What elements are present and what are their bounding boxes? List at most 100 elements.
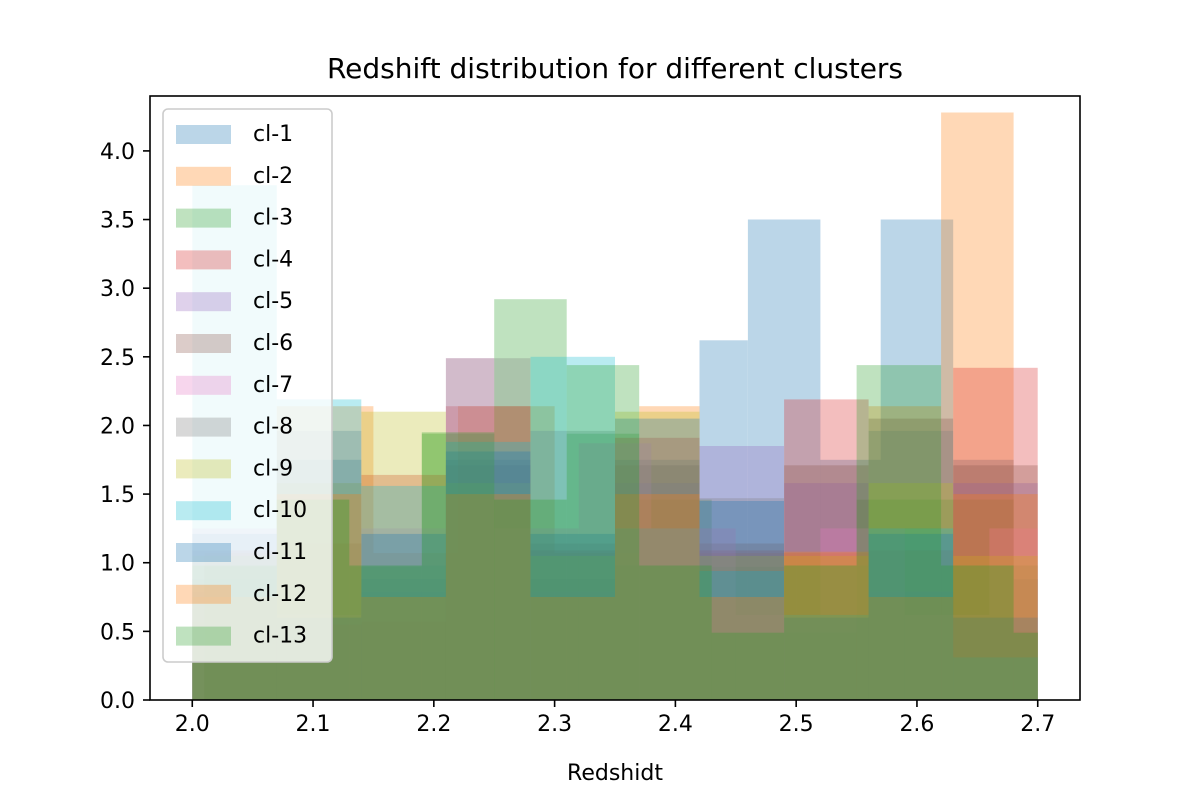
- bar-cl-12-bin-4: [530, 597, 615, 700]
- bar-cl-2-bin-3: [458, 406, 555, 700]
- bar-cl-13-bin-2: [349, 565, 422, 700]
- legend-label-cl-10: cl-10: [253, 498, 307, 523]
- bar-cl-1-bin-2: [361, 579, 446, 700]
- bar-cl-5-bin-7: [784, 483, 869, 700]
- bar-cl-4-bin-9: [953, 367, 1038, 700]
- y-tick-label: 2.5: [100, 346, 135, 371]
- bar-cl-5-bin-2: [361, 591, 446, 700]
- bar-cl-10-bin-3: [445, 441, 531, 700]
- legend-frame: [162, 108, 333, 663]
- bar-cl-5-bin-4: [530, 591, 615, 700]
- legend-label-cl-8: cl-8: [253, 415, 293, 440]
- bar-cl-10-bin-2: [361, 485, 446, 700]
- y-axis-ticks: 0.0 0.5 1.0 1.5 2.0 2.5 3.0 3.5 4.0: [100, 140, 150, 714]
- bar-cl-4-bin-2: [361, 474, 446, 700]
- legend-label-cl-7: cl-7: [253, 373, 293, 398]
- y-tick-label: 1.5: [100, 483, 135, 508]
- bar-cl-6-bin-9: [953, 465, 1038, 700]
- bar-cl-11-bin-9: [953, 617, 1038, 700]
- bar-cl-10-bin-5: [615, 528, 700, 700]
- bar-cl-10-bin-9: [953, 657, 1038, 700]
- x-tick-label: 2.1: [296, 712, 331, 737]
- legend-label-cl-9: cl-9: [253, 456, 293, 481]
- bar-cl-2-bin-8: [868, 406, 942, 700]
- bar-cl-11-bin-2: [361, 533, 446, 700]
- bar-cl-13-bin-3: [421, 432, 495, 700]
- x-tick-label: 2.7: [1020, 712, 1055, 737]
- bar-cl-8-bin-6: [699, 498, 784, 700]
- bar-cl-12-bin-3: [445, 494, 531, 700]
- bar-cl-10-bin-7: [784, 614, 869, 700]
- bar-cl-3-bin-8: [784, 632, 857, 700]
- bar-cl-3-bin-6: [639, 499, 712, 700]
- bar-cl-1-bin-4: [530, 579, 615, 700]
- bar-cl-5-bin-6: [699, 446, 784, 700]
- y-tick-label: 0.0: [100, 689, 135, 714]
- legend-swatch-cl-10: [176, 501, 231, 521]
- bar-cl-13-bin-5: [566, 365, 640, 700]
- bar-cl-8-bin-4: [530, 430, 615, 700]
- legend-swatch-cl-13: [176, 626, 231, 646]
- bar-cl-1-bin-8: [820, 459, 881, 700]
- bar-cl-7-bin-5: [578, 443, 652, 700]
- chart-title: Redshift distribution for different clus…: [327, 52, 903, 85]
- legend-swatch-cl-3: [176, 208, 231, 228]
- bar-cl-4-bin-4: [530, 550, 615, 700]
- bar-cl-1-bin-11: [1013, 579, 1038, 700]
- bar-cl-11-bin-3: [445, 451, 531, 700]
- y-tick-label: 3.0: [100, 277, 135, 302]
- bar-cl-3-bin-3: [421, 433, 495, 700]
- bar-cl-12-bin-7: [784, 551, 869, 700]
- legend-label-cl-6: cl-6: [253, 331, 293, 356]
- bar-cl-8-bin-3: [445, 358, 531, 700]
- bar-cl-13-bin-11: [1013, 632, 1038, 700]
- legend-swatch-cl-9: [176, 459, 231, 479]
- bar-cl-8-bin-9: [953, 565, 1038, 700]
- bar-cl-13-bin-7: [711, 632, 785, 700]
- legend-label-cl-4: cl-4: [253, 247, 293, 272]
- x-tick-label: 2.0: [175, 712, 210, 737]
- bar-cl-2-bin-6: [699, 553, 797, 700]
- bar-cl-13-bin-4: [494, 499, 567, 700]
- bar-cl-1-bin-10: [953, 459, 1014, 700]
- x-tick-label: 2.5: [779, 712, 814, 737]
- bar-cl-12-bin-9: [953, 494, 1038, 700]
- bar-cl-11-bin-6: [699, 501, 784, 700]
- bar-cl-2-bin-2: [373, 553, 458, 700]
- bar-cl-9-bin-6: [699, 555, 784, 700]
- bar-cl-8-bin-7: [784, 565, 869, 700]
- bar-cl-1-bin-6: [699, 340, 748, 700]
- x-axis-ticks: 2.0 2.1 2.2 2.3 2.4 2.5 2.6 2.7: [175, 700, 1055, 737]
- legend-swatch-cl-11: [176, 543, 231, 562]
- bar-cl-1-bin-9: [880, 219, 954, 700]
- bar-cl-8-bin-8: [868, 430, 954, 700]
- bar-cl-4-bin-5: [615, 437, 700, 700]
- bar-cl-11-bin-7: [784, 617, 869, 700]
- bar-cl-9-bin-9: [953, 555, 1038, 700]
- legend-swatch-cl-8: [176, 417, 231, 437]
- bar-cl-7-bin-10: [989, 528, 1038, 700]
- bar-cl-12-bin-8: [868, 597, 954, 700]
- bar-cl-8-bin-2: [361, 565, 446, 700]
- bar-cl-6-bin-8: [868, 418, 954, 700]
- bar-cl-7-bin-6: [651, 528, 736, 700]
- bar-cl-7-bin-3: [445, 358, 495, 700]
- bar-cl-9-bin-3: [445, 483, 531, 700]
- x-tick-label: 2.6: [899, 712, 934, 737]
- bar-cl-4-bin-6: [699, 550, 784, 700]
- bar-cl-9-bin-8: [868, 483, 954, 700]
- bar-cl-3-bin-7: [711, 566, 785, 700]
- bar-cl-11-bin-8: [868, 533, 954, 700]
- bar-cl-7-bin-9: [904, 614, 990, 700]
- bar-cl-13-bin-9: [856, 365, 942, 700]
- legend-label-cl-2: cl-2: [253, 164, 293, 189]
- legend-swatch-cl-5: [176, 292, 231, 312]
- bar-cl-7-bin-2: [361, 528, 446, 700]
- bar-cl-13-bin-10: [941, 565, 1014, 700]
- bar-cl-3-bin-5: [566, 433, 640, 700]
- bar-cl-6-bin-7: [784, 465, 869, 700]
- bar-cl-11-bin-5: [615, 418, 700, 700]
- bar-cl-2-bin-4: [554, 553, 640, 700]
- legend-swatch-cl-4: [176, 250, 231, 270]
- bar-cl-3-bin-2: [349, 566, 422, 700]
